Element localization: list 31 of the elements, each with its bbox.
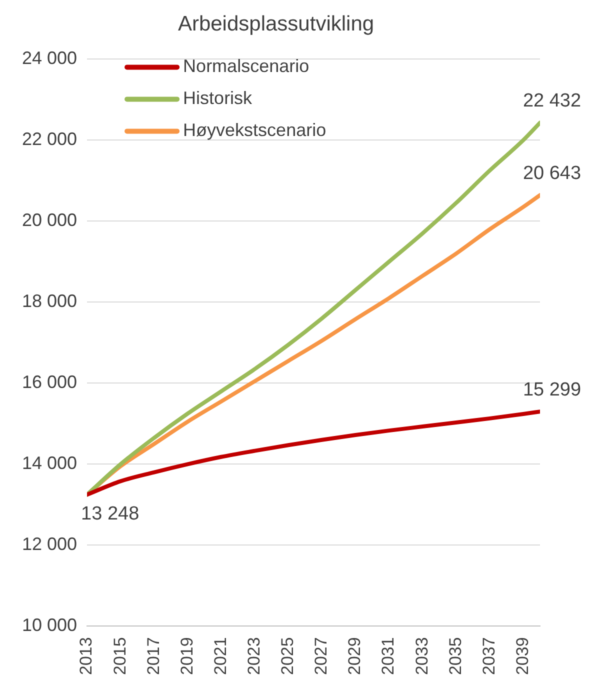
y-tick-label: 10 000	[22, 615, 78, 636]
x-tick-label: 2033	[412, 637, 432, 676]
data-label: 13 248	[81, 503, 140, 524]
x-tick-label: 2023	[244, 637, 264, 676]
x-tick-label: 2031	[378, 637, 398, 676]
legend-label: Høyvekstscenario	[183, 120, 326, 140]
y-tick-label: 12 000	[22, 534, 78, 554]
x-tick-label: 2017	[144, 637, 163, 676]
y-tick-label: 20 000	[22, 210, 78, 230]
x-tick-label: 2015	[110, 637, 130, 676]
y-tick-label: 16 000	[22, 372, 78, 392]
x-tick-label: 2021	[210, 637, 230, 676]
x-tick-label: 2029	[345, 637, 364, 676]
chart-title: Arbeidsplassutvikling	[178, 12, 374, 36]
y-tick-label: 14 000	[22, 453, 78, 474]
legend-label: Normalscenario	[183, 56, 310, 76]
x-tick-label: 2039	[512, 637, 532, 676]
x-tick-label: 2037	[479, 637, 498, 676]
x-tick-label: 2035	[446, 637, 465, 676]
y-tick-label: 22 000	[22, 129, 78, 150]
y-tick-label: 18 000	[22, 291, 78, 312]
x-tick-label: 2019	[177, 637, 196, 676]
x-tick-label: 2013	[76, 637, 96, 676]
line-series	[87, 410, 540, 497]
y-tick-label: 24 000	[22, 48, 78, 68]
legend-label: Historisk	[183, 88, 254, 108]
data-label: 15 299	[522, 379, 582, 400]
data-label: 22 432	[522, 90, 582, 112]
x-tick-label: 2025	[278, 637, 298, 676]
x-tick-label: 2027	[312, 637, 331, 676]
data-label: 20 643	[522, 162, 582, 184]
